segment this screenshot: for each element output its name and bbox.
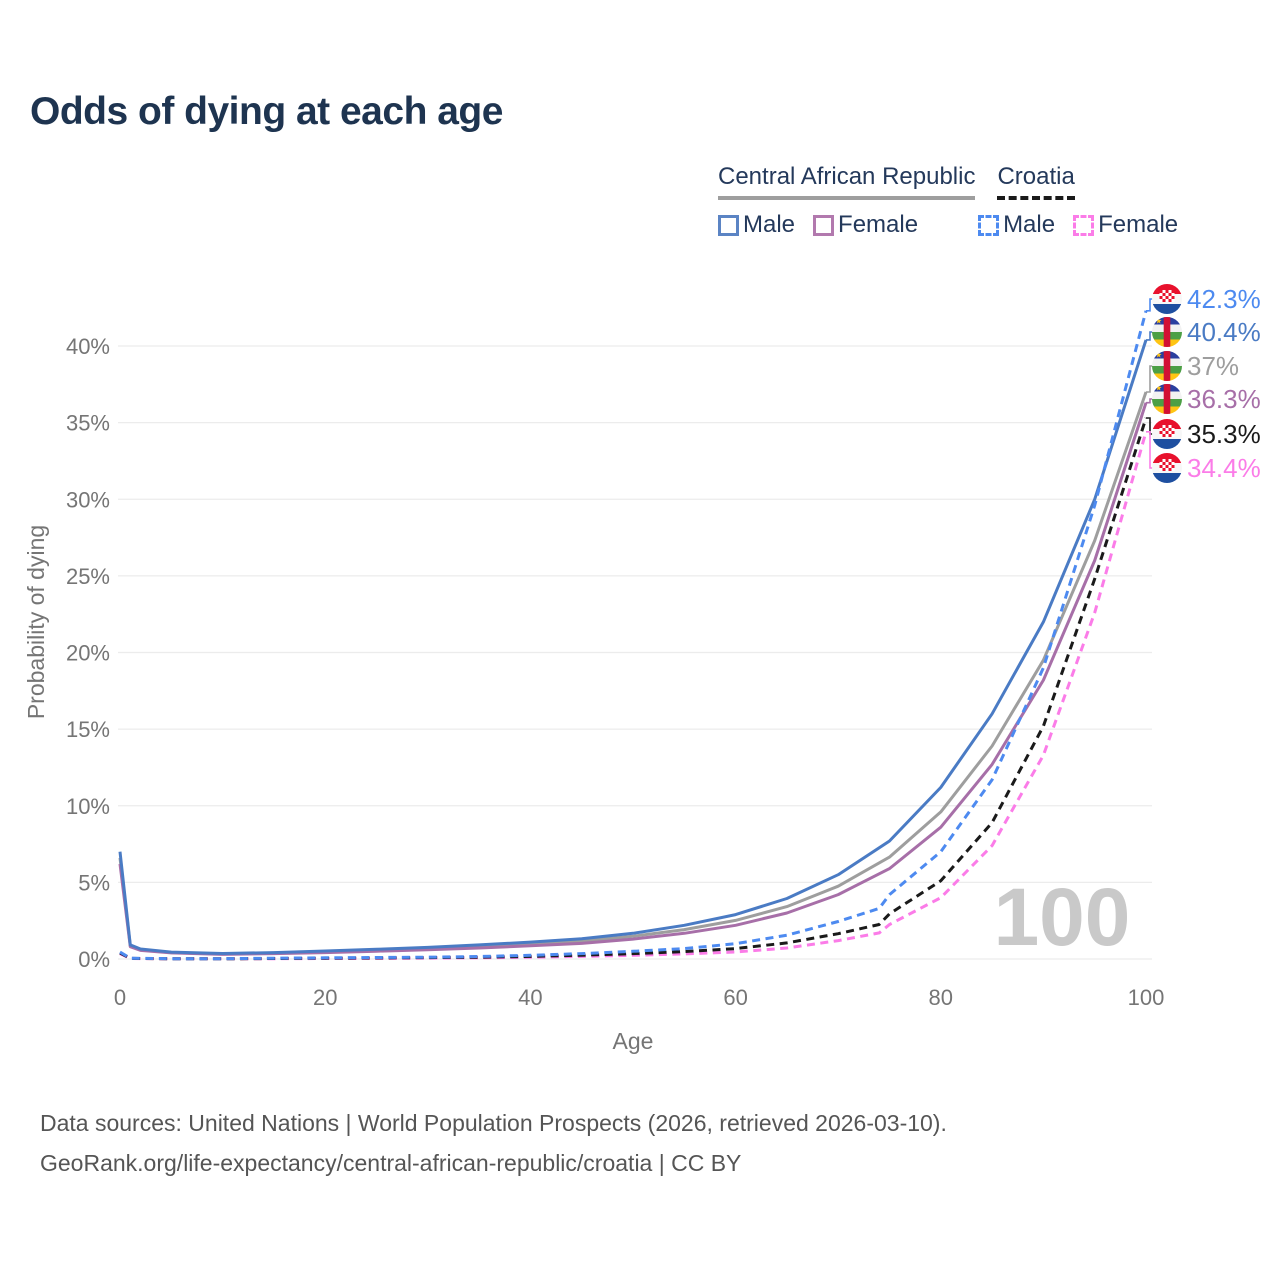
x-tick-label: 0 xyxy=(114,985,126,1010)
x-tick-label: 20 xyxy=(313,985,337,1010)
attribution-line: GeoRank.org/life-expectancy/central-afri… xyxy=(40,1149,742,1176)
x-tick-label: 40 xyxy=(518,985,542,1010)
x-tick-label: 100 xyxy=(1128,985,1165,1010)
series-line-central-african-republic-male xyxy=(118,339,1148,955)
legend-group-central-african-republic: Central African Republic xyxy=(718,163,976,200)
end-value-label: 34.4% xyxy=(1187,453,1261,483)
central-african-republic-flag-icon xyxy=(1152,351,1182,381)
y-axis-title: Probability of dying xyxy=(23,525,49,719)
legend-item-car-male: Male xyxy=(718,211,795,239)
y-tick-label: 10% xyxy=(66,794,110,819)
end-value-label: 35.3% xyxy=(1187,419,1261,449)
series-line-croatia-male xyxy=(119,310,1148,961)
data-source-line: Data sources: United Nations | World Pop… xyxy=(40,1110,947,1136)
y-tick-label: 40% xyxy=(66,334,110,359)
gridlines xyxy=(118,345,1152,960)
y-tick-label: 0% xyxy=(78,947,110,972)
x-axis-title: Age xyxy=(613,1028,654,1054)
legend-group-row: Central African Republic Croatia xyxy=(718,163,1178,200)
croatia-female-swatch-icon xyxy=(1073,214,1095,236)
annotation-connector xyxy=(1146,417,1153,435)
y-tick-label: 25% xyxy=(66,564,110,589)
end-annotations: 42.3%40.4% 37%36.3% 35.3% 34.4% xyxy=(1146,284,1261,483)
legend: Central African Republic Croatia Male Fe… xyxy=(718,163,1178,239)
legend-group-croatia: Croatia xyxy=(997,163,1075,200)
y-tick-label: 35% xyxy=(66,411,110,436)
car-male-swatch-icon xyxy=(718,214,739,236)
legend-item-label: Female xyxy=(1098,211,1179,238)
y-tick-label: 20% xyxy=(66,641,110,666)
x-tick-label: 80 xyxy=(929,985,953,1010)
end-value-label: 36.3% xyxy=(1187,384,1261,414)
croatia-flag-icon xyxy=(1152,453,1182,483)
footer: Data sources: United Nations | World Pop… xyxy=(40,1104,947,1183)
series-lines xyxy=(118,310,1148,961)
legend-item-car-female: Female xyxy=(813,211,918,239)
x-axis-tick-labels: 0 20 40 60 80 100 xyxy=(114,985,1164,1010)
legend-item-label: Male xyxy=(743,211,796,238)
car-female-swatch-icon xyxy=(813,214,835,236)
legend-item-label: Female xyxy=(838,211,919,238)
series-line-central-african-republic-both-sexes xyxy=(118,391,1148,956)
page-title: Odds of dying at each age xyxy=(30,90,503,133)
legend-item-row: Male Female Male Female xyxy=(718,211,1178,239)
y-axis-tick-labels: 0% 5% 10% 15% 20% 25% 30% 35% 40% xyxy=(66,334,110,972)
x-tick-label: 60 xyxy=(723,985,747,1010)
y-tick-label: 15% xyxy=(66,717,110,742)
croatia-flag-icon xyxy=(1152,284,1182,314)
central-african-republic-flag-icon xyxy=(1152,317,1182,347)
end-value-label: 42.3% xyxy=(1187,284,1261,314)
end-value-label: 37% xyxy=(1187,351,1239,381)
annotation-connector xyxy=(1146,431,1153,469)
legend-item-label: Male xyxy=(1003,211,1056,238)
legend-item-croatia-female: Female xyxy=(1073,211,1178,239)
legend-item-croatia-male: Male xyxy=(978,211,1055,239)
y-tick-label: 30% xyxy=(66,487,110,512)
y-tick-label: 5% xyxy=(78,870,110,895)
annotation-connector xyxy=(1146,398,1153,404)
annotation-connector xyxy=(1146,365,1153,393)
series-line-croatia-female xyxy=(119,431,1148,961)
central-african-republic-flag-icon xyxy=(1152,384,1182,414)
series-line-central-african-republic-female xyxy=(118,402,1148,956)
age-counter-watermark: 100 xyxy=(994,872,1131,963)
croatia-male-swatch-icon xyxy=(978,214,1000,236)
annotation-connector xyxy=(1146,298,1153,312)
end-value-label: 40.4% xyxy=(1187,317,1261,347)
croatia-flag-icon xyxy=(1152,419,1182,449)
annotation-connector xyxy=(1146,331,1153,341)
